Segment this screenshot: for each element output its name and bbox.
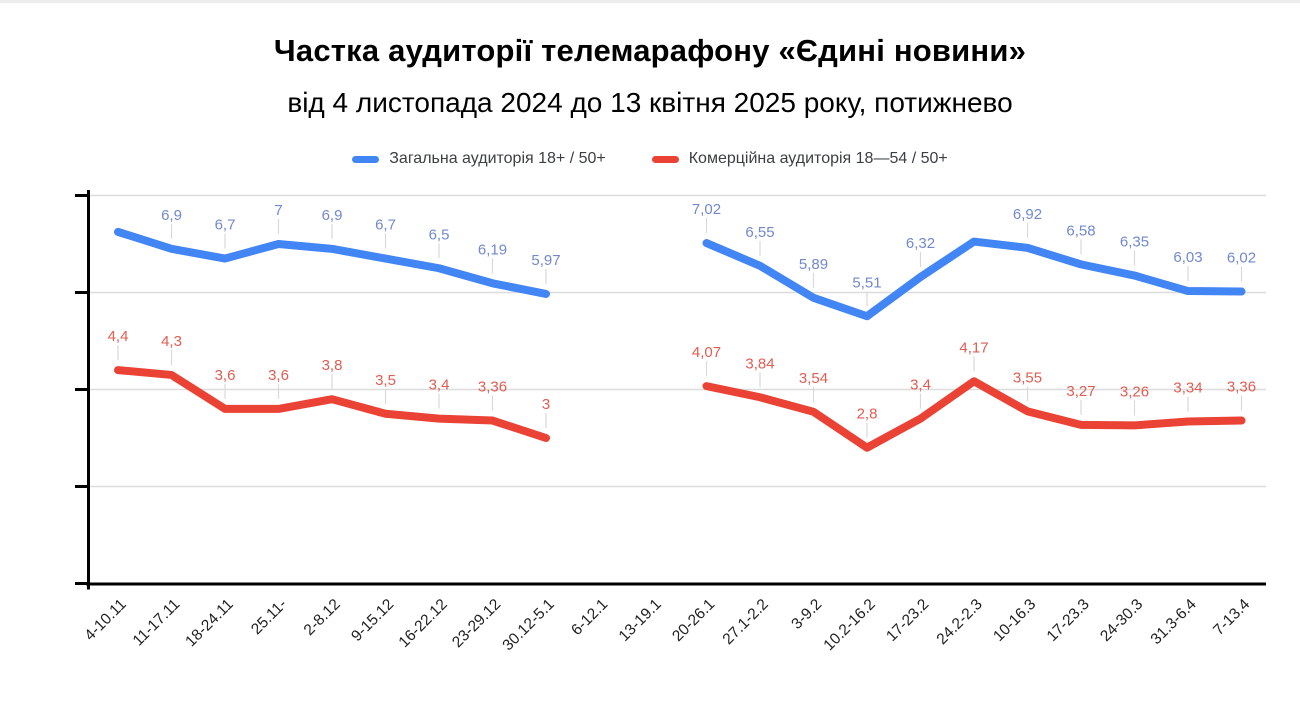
data-label-series-1: 4,07 (692, 344, 721, 361)
x-tick-label: 25.11- (248, 596, 290, 638)
data-label-series-0: 6,92 (1013, 206, 1042, 223)
x-tick-label: 6-12.1 (568, 596, 611, 639)
legend-swatch-general-audience (352, 155, 380, 163)
series-line-0 (702, 237, 1246, 321)
x-tick-label: 24.2-2.3 (934, 596, 986, 648)
x-tick-label: 24-30.3 (1097, 596, 1146, 645)
data-label-series-0: 6,58 (1066, 222, 1095, 239)
x-tick-label: 31.3-6.4 (1148, 596, 1201, 649)
x-tick-label: 18-24.11 (182, 596, 236, 650)
x-tick-label: 3-9.2 (788, 596, 825, 633)
data-label-series-1: 3,84 (745, 355, 774, 372)
data-label-series-0: 5,51 (852, 274, 881, 291)
data-label-series-1: 3,4 (429, 377, 450, 394)
data-label-series-0: 6,19 (478, 241, 507, 258)
x-tick-label: 10-16.3 (990, 596, 1039, 645)
x-tick-label: 4-10.11 (81, 596, 129, 644)
x-tick-label: 9-15.12 (348, 596, 397, 645)
x-tick-label: 11-17.11 (130, 596, 184, 650)
data-label-series-1: 3,26 (1120, 383, 1149, 400)
data-label-series-1: 3,54 (799, 370, 828, 387)
data-label-series-1: 3,6 (215, 367, 236, 384)
legend-label-commercial-audience: Комерційна аудиторія 18—54 / 50+ (688, 150, 948, 167)
x-tick-label: 30.12-5.1 (499, 596, 557, 654)
x-tick-label: 27.1-2.2 (720, 596, 772, 648)
chart-subtitle: від 4 листопада 2024 до 13 квітня 2025 р… (287, 87, 1013, 118)
data-label-series-0: 6,5 (429, 226, 450, 243)
legend-item-commercial-audience: Комерційна аудиторія 18—54 / 50+ (651, 150, 948, 168)
legend: Загальна аудиторія 18+ / 50+ Комерційна … (0, 150, 1300, 168)
data-label-series-1: 3 (542, 396, 550, 413)
series-line-0 (114, 227, 550, 298)
x-tick-label: 7-13.4 (1210, 596, 1253, 639)
chart-title: Частка аудиторії телемарафону «Єдині нов… (273, 33, 1027, 68)
data-label-series-1: 2,8 (857, 406, 878, 423)
legend-swatch-commercial-audience (651, 155, 679, 163)
data-label-series-1: 4,17 (959, 339, 988, 356)
data-label-series-0: 5,97 (531, 252, 560, 269)
data-label-series-0: 6,02 (1227, 250, 1256, 267)
series-line-1 (114, 366, 550, 442)
x-tick-label: 10.2-16.2 (820, 596, 878, 654)
data-label-series-0: 7 (274, 202, 282, 219)
legend-label-general-audience: Загальна аудиторія 18+ / 50+ (389, 150, 606, 167)
data-label-series-1: 4,4 (108, 328, 129, 345)
data-label-series-0: 6,7 (215, 217, 236, 234)
data-label-series-0: 6,35 (1120, 234, 1149, 251)
data-label-series-1: 4,3 (161, 333, 182, 350)
data-label-series-1: 3,55 (1013, 369, 1042, 386)
legend-item-general-audience: Загальна аудиторія 18+ / 50+ (352, 150, 606, 168)
data-label-series-0: 6,55 (745, 224, 774, 241)
data-label-series-0: 6,9 (161, 207, 182, 224)
data-label-series-0: 6,9 (322, 207, 343, 224)
x-tick-label: 2-8.12 (301, 596, 344, 639)
data-label-series-1: 3,8 (322, 357, 343, 374)
data-label-series-1: 3,36 (478, 379, 507, 396)
data-label-series-0: 6,7 (375, 217, 396, 234)
data-label-series-0: 6,03 (1173, 249, 1202, 266)
data-label-series-0: 5,89 (799, 256, 828, 273)
x-tick-label: 16-22.12 (396, 596, 451, 651)
top-edge-strip (0, 0, 1300, 3)
data-label-series-1: 3,36 (1227, 379, 1256, 396)
data-label-series-1: 3,5 (375, 372, 396, 389)
data-label-series-1: 3,34 (1173, 380, 1202, 397)
series-line-1 (702, 377, 1246, 452)
data-label-series-0: 6,32 (906, 235, 935, 252)
x-tick-label: 13-19.1 (616, 596, 665, 645)
x-tick-label: 23-29.12 (449, 596, 504, 651)
data-label-series-1: 3,6 (268, 367, 289, 384)
x-tick-label: 17-23.2 (883, 596, 932, 645)
x-tick-label: 17-23.3 (1044, 596, 1093, 645)
x-tick-label: 20-26.1 (669, 596, 718, 645)
data-label-series-1: 3,4 (910, 377, 931, 394)
data-label-series-0: 7,02 (692, 201, 721, 218)
data-label-series-1: 3,27 (1066, 383, 1095, 400)
